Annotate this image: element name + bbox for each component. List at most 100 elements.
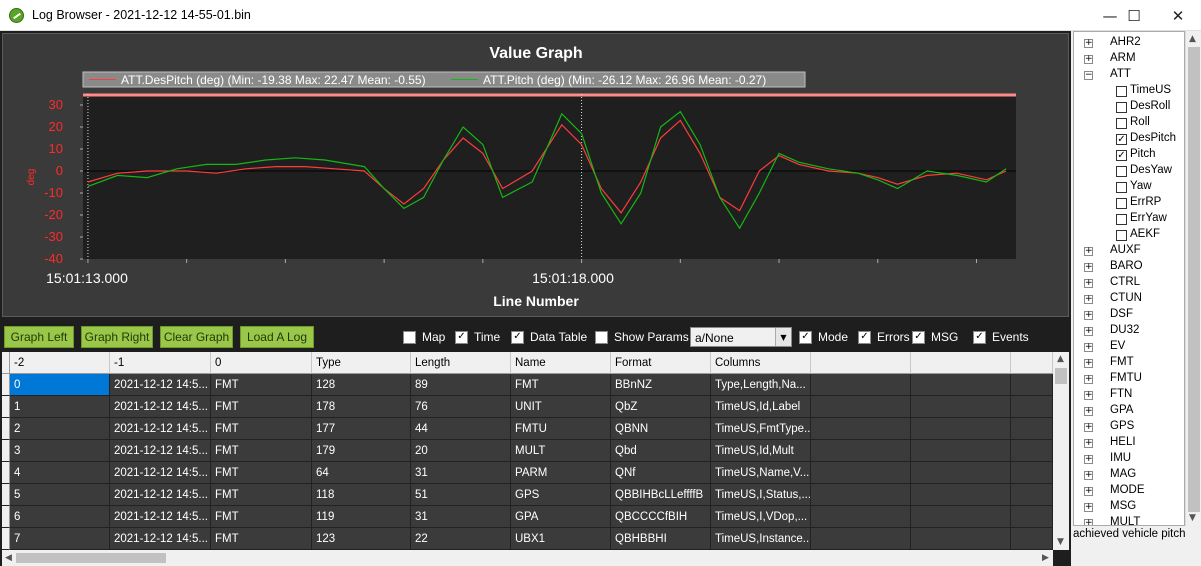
expand-icon[interactable]: + bbox=[1084, 342, 1093, 352]
table-cell[interactable]: Type,Length,Na... bbox=[711, 374, 811, 396]
table-cell[interactable]: TimeUS,Instance... bbox=[711, 528, 811, 550]
table-cell[interactable] bbox=[811, 462, 911, 484]
expand-icon[interactable]: + bbox=[1084, 486, 1093, 496]
table-cell[interactable]: MULT bbox=[511, 440, 611, 462]
table-vertical-scrollbar[interactable]: ▲ ▼ bbox=[1053, 352, 1069, 550]
table-row[interactable]: 1 2021-12-12 14:5... FMT 178 76 UNIT QbZ TimeUS… bbox=[2, 396, 1053, 418]
table-cell[interactable]: 178 bbox=[312, 396, 411, 418]
table-cell[interactable]: QNf bbox=[611, 462, 711, 484]
table-cell[interactable]: GPS bbox=[511, 484, 611, 506]
tree-checkbox[interactable] bbox=[1116, 102, 1127, 113]
expand-icon[interactable]: + bbox=[1084, 358, 1093, 368]
expand-icon[interactable]: + bbox=[1084, 374, 1093, 384]
table-cell[interactable]: FMT bbox=[511, 374, 611, 396]
table-cell[interactable] bbox=[811, 374, 911, 396]
checkbox-map[interactable]: Map bbox=[403, 330, 445, 344]
expand-icon[interactable]: + bbox=[1084, 502, 1093, 512]
graph-canvas[interactable]: Value Graph ATT.DesPitch (deg) (Min: -19.… bbox=[3, 34, 1070, 318]
column-header[interactable]: -1 bbox=[110, 352, 211, 374]
tree-node[interactable]: AHR2 bbox=[1110, 36, 1141, 48]
row-header[interactable] bbox=[2, 506, 10, 528]
checkbox-box[interactable]: ✓ bbox=[511, 330, 524, 344]
tree-node[interactable]: DU32 bbox=[1110, 324, 1140, 336]
row-header[interactable] bbox=[2, 418, 10, 440]
tree-node[interactable]: HELI bbox=[1110, 436, 1136, 448]
table-cell[interactable]: QBHBBHI bbox=[611, 528, 711, 550]
column-header[interactable]: Length bbox=[411, 352, 511, 374]
tree-node[interactable]: BARO bbox=[1110, 260, 1143, 272]
row-header[interactable] bbox=[2, 374, 10, 396]
field-tree[interactable]: + AHR2 + ARM − ATT TimeUS DesRoll Roll ✓ DesPitch ✓… bbox=[1073, 31, 1185, 526]
table-cell[interactable]: FMT bbox=[211, 528, 312, 550]
table-cell[interactable]: TimeUS,I,Status,... bbox=[711, 484, 811, 506]
table-cell[interactable] bbox=[911, 462, 1011, 484]
table-row[interactable]: 6 2021-12-12 14:5... FMT 119 31 GPA QBCCCCfBIH… bbox=[2, 506, 1053, 528]
scroll-up-icon[interactable]: ▲ bbox=[1189, 34, 1196, 44]
table-cell[interactable]: QBCCCCfBIH bbox=[611, 506, 711, 528]
table-cell[interactable]: FMT bbox=[211, 440, 312, 462]
tree-checkbox[interactable]: ✓ bbox=[1116, 150, 1127, 161]
tree-checkbox[interactable] bbox=[1116, 182, 1127, 193]
table-cell[interactable]: 89 bbox=[411, 374, 511, 396]
table-cell[interactable]: BBnNZ bbox=[611, 374, 711, 396]
tree-leaf[interactable]: ErrYaw bbox=[1130, 212, 1167, 224]
clear-graph-button[interactable]: Clear Graph bbox=[160, 326, 233, 348]
tree-checkbox[interactable] bbox=[1116, 166, 1127, 177]
checkbox-box[interactable]: ✓ bbox=[973, 330, 986, 344]
row-header[interactable] bbox=[2, 484, 10, 506]
table-cell[interactable]: TimeUS,FmtType... bbox=[711, 418, 811, 440]
mode-combo[interactable]: a/None ▼ bbox=[690, 327, 792, 347]
scroll-thumb[interactable] bbox=[1055, 368, 1067, 384]
tree-leaf[interactable]: AEKF bbox=[1130, 228, 1161, 240]
table-cell[interactable] bbox=[911, 484, 1011, 506]
expand-icon[interactable]: + bbox=[1084, 518, 1093, 526]
table-cell[interactable]: FMT bbox=[211, 462, 312, 484]
table-cell[interactable] bbox=[1011, 440, 1053, 462]
column-header[interactable]: Name bbox=[511, 352, 611, 374]
tree-scroll-thumb[interactable] bbox=[1188, 47, 1200, 512]
value-graph[interactable]: Value Graph ATT.DesPitch (deg) (Min: -19.… bbox=[2, 33, 1069, 317]
tree-checkbox[interactable] bbox=[1116, 198, 1127, 209]
table-cell[interactable]: 31 bbox=[411, 506, 511, 528]
table-cell[interactable]: PARM bbox=[511, 462, 611, 484]
tree-node[interactable]: MODE bbox=[1110, 484, 1145, 496]
tree-node[interactable]: FMTU bbox=[1110, 372, 1142, 384]
table-cell[interactable]: 64 bbox=[312, 462, 411, 484]
row-header[interactable] bbox=[2, 462, 10, 484]
table-cell[interactable]: 2021-12-12 14:5... bbox=[110, 528, 211, 550]
table-row[interactable]: 0 2021-12-12 14:5... FMT 128 89 FMT BBnNZ Type,… bbox=[2, 374, 1053, 396]
table-cell[interactable]: GPA bbox=[511, 506, 611, 528]
table-row[interactable]: 4 2021-12-12 14:5... FMT 64 31 PARM QNf TimeUS,… bbox=[2, 462, 1053, 484]
table-cell[interactable] bbox=[811, 440, 911, 462]
scroll-right-icon[interactable]: ▶ bbox=[1042, 553, 1049, 563]
checkbox-time[interactable]: ✓ Time bbox=[455, 330, 500, 344]
table-cell[interactable] bbox=[911, 528, 1011, 550]
table-row[interactable]: 5 2021-12-12 14:5... FMT 118 51 GPS QBBIHBcLLe… bbox=[2, 484, 1053, 506]
table-cell[interactable]: QBBIHBcLLeffffB bbox=[611, 484, 711, 506]
table-cell[interactable] bbox=[1011, 462, 1053, 484]
row-header[interactable] bbox=[2, 352, 10, 374]
checkbox-show-params[interactable]: Show Params bbox=[595, 330, 689, 344]
expand-icon[interactable]: + bbox=[1084, 38, 1093, 48]
scroll-down-icon[interactable]: ▼ bbox=[1057, 537, 1064, 547]
expand-icon[interactable]: + bbox=[1084, 406, 1093, 416]
table-cell[interactable]: TimeUS,Id,Label bbox=[711, 396, 811, 418]
column-header[interactable]: Format bbox=[611, 352, 711, 374]
tree-node[interactable]: ATT bbox=[1110, 68, 1131, 80]
tree-leaf[interactable]: DesRoll bbox=[1130, 100, 1171, 112]
table-cell[interactable]: QBNN bbox=[611, 418, 711, 440]
table-cell[interactable]: 123 bbox=[312, 528, 411, 550]
checkbox-errors[interactable]: ✓ Errors bbox=[858, 330, 910, 344]
expand-icon[interactable]: + bbox=[1084, 310, 1093, 320]
table-cell[interactable]: FMT bbox=[211, 418, 312, 440]
minimize-button[interactable]: — bbox=[1102, 6, 1118, 25]
row-header[interactable] bbox=[2, 440, 10, 462]
table-cell[interactable]: 2021-12-12 14:5... bbox=[110, 418, 211, 440]
table-cell[interactable] bbox=[1011, 396, 1053, 418]
column-header[interactable]: Type bbox=[312, 352, 411, 374]
tree-node[interactable]: MAG bbox=[1110, 468, 1137, 480]
tree-node[interactable]: CTUN bbox=[1110, 292, 1142, 304]
table-cell[interactable]: UBX1 bbox=[511, 528, 611, 550]
tree-leaf[interactable]: Roll bbox=[1130, 116, 1150, 128]
table-cell[interactable]: 2021-12-12 14:5... bbox=[110, 396, 211, 418]
